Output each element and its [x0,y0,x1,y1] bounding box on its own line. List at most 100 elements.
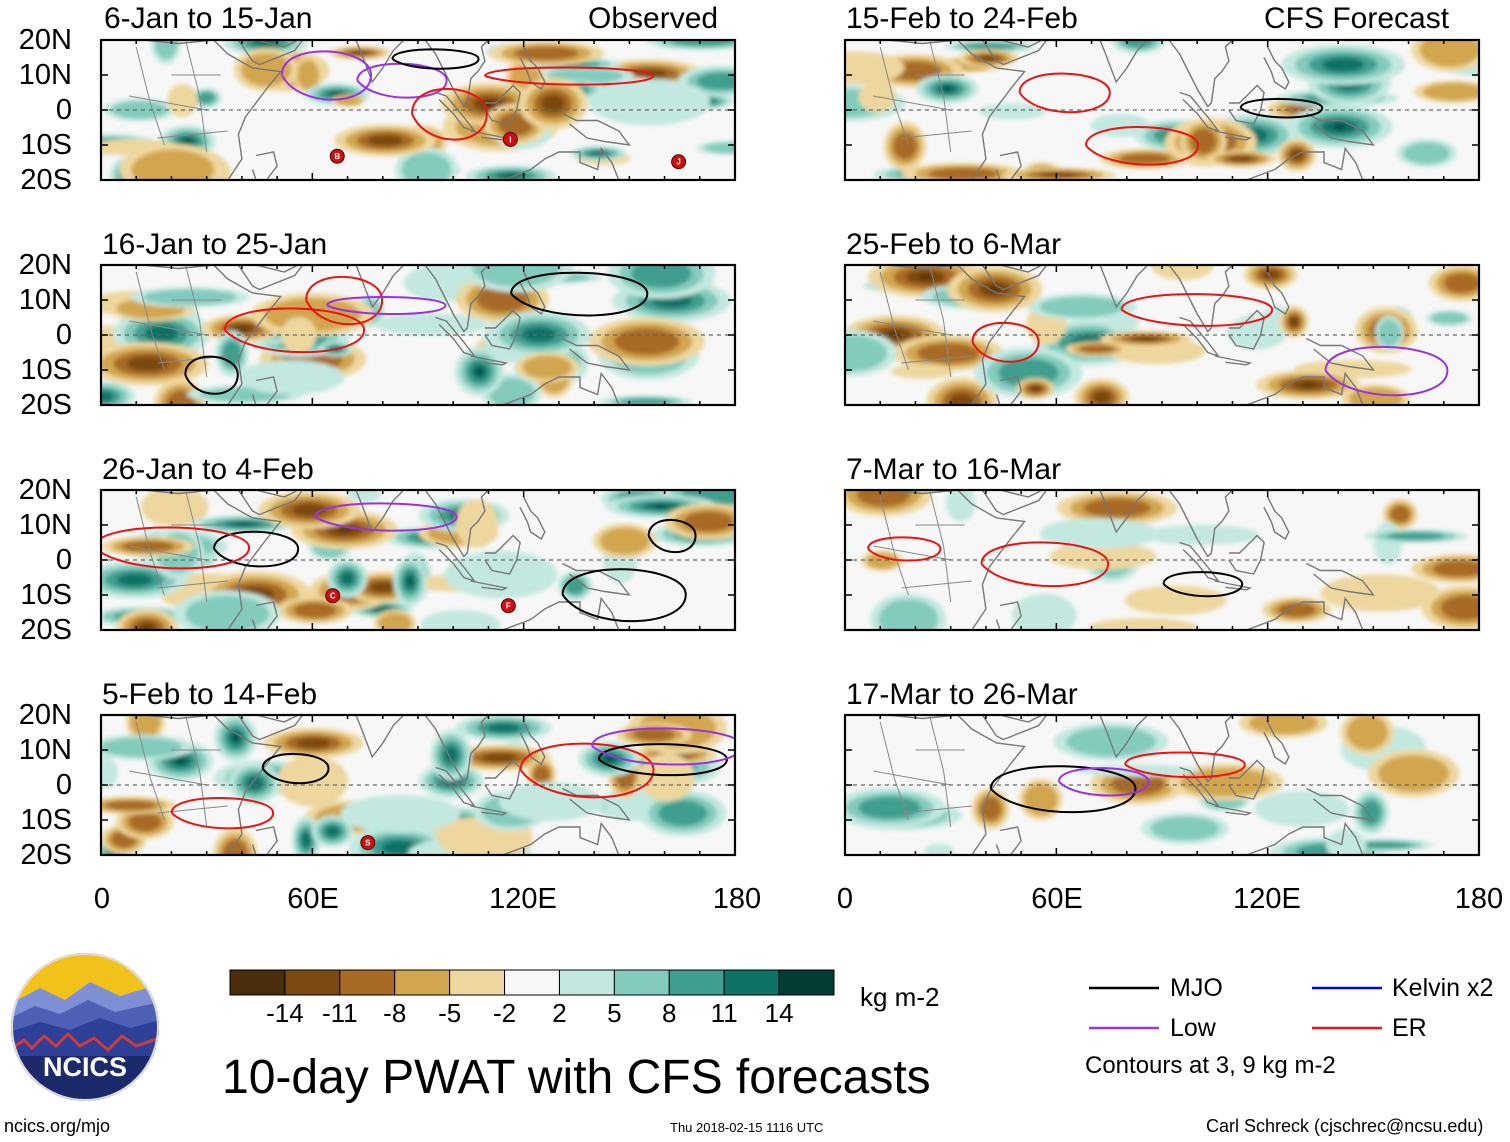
colorbar-label-3: -5 [438,998,462,1028]
lon-label-left-0: 0 [93,883,111,915]
pwat-contour-blob [945,490,976,522]
coastline [519,721,546,766]
coastline [562,787,631,821]
storm-marker: S [360,835,376,851]
storm-marker-label: C [330,592,336,601]
pwat-contour-blob [101,737,183,758]
coastline [333,490,405,534]
pwat-contour-blob [1321,57,1365,72]
pwat-contour-blob [407,578,412,585]
colorbar-label-4: -2 [492,998,517,1028]
coastline [971,265,1048,291]
pwat-anomaly-field [845,265,1479,405]
pwat-contour-blob [356,52,364,54]
pwat-contour-blob [498,782,602,822]
pwat-contour-blob [130,715,161,740]
pwat-contour-blob [856,490,911,507]
pwat-contour-blob [1443,273,1479,294]
coastline [1263,46,1290,91]
map-panel-left-1: B I J [99,38,737,182]
lat-label-row3-4: 20S [20,614,72,646]
coastline [1168,715,1233,783]
lat-label-row2-2: 0 [55,319,72,351]
pwat-contour-blob [301,831,312,848]
coastline [1246,821,1364,855]
lon-label-right-180: 180 [1454,883,1504,915]
er-contour [519,742,655,799]
coastline [101,265,282,405]
colorbar-swatch-10 [778,969,835,996]
coastline [470,355,509,366]
pwat-contour-blob [1403,142,1451,165]
map-panel-left-2 [99,263,737,407]
coastline [227,265,304,291]
axis-ticks [100,39,736,181]
panel-title-left-4: 5-Feb to 14-Feb [102,678,318,711]
lat-label-row1-3: 10S [20,129,72,161]
legend-lines [1089,986,1382,1030]
colorbar-label-2: -8 [383,998,407,1028]
pwat-contour-blob [1253,790,1350,827]
panel-title-left-2: 16-Jan to 25-Jan [102,228,328,261]
pwat-contour-blob [1092,390,1112,404]
coastline [1077,265,1149,309]
source-url: ncics.org/mjo [4,1116,111,1136]
pwat-contour-blob [1124,585,1227,615]
pwat-contour-blob [420,610,501,630]
coastline [995,601,1022,630]
pwat-contour-blob [533,765,550,784]
pwat-contour-blob [1378,319,1401,347]
axis-ticks [100,489,736,631]
country-border [135,46,165,146]
pwat-anomaly-field [845,40,1479,180]
pwat-anomaly-field [101,40,735,180]
pwat-contour-blob [1229,155,1253,162]
country-border [879,496,909,596]
lat-label-row2-3: 10S [20,354,72,386]
coastline [227,40,304,66]
coastline [424,265,489,333]
coastline [484,534,521,575]
er-contour [101,526,251,570]
storm-marker-label: I [509,135,511,144]
pwat-contour-blob [167,83,198,118]
panel-title-right-2: 25-Feb to 6-Mar [846,228,1062,261]
lon-label-left-120e: 120E [489,883,557,915]
pwat-contour-blob [378,612,412,630]
country-border [901,355,972,364]
coastline [251,151,278,180]
land-outlines [845,715,1375,855]
coastline [1179,766,1221,808]
er-contour [971,321,1040,363]
pwat-anomaly-field [845,490,1479,630]
pwat-contour-blob [1151,265,1214,281]
low-contour [1057,767,1150,797]
pwat-contour-blob [978,103,1046,120]
wave-contours [280,48,655,141]
pwat-contour-blob [401,152,452,180]
legend-mjo-label: MJO [1170,974,1223,1002]
pwat-contour-blob [237,326,247,331]
logo-text: NCICS [43,1052,127,1082]
coastline [1077,40,1149,84]
pwat-contour-blob [858,796,922,819]
pwat-contour-blob [521,326,557,343]
contour-note: Contours at 3, 9 kg m-2 [1085,1052,1336,1079]
storm-marker-label: B [334,152,340,161]
pwat-contour-blob [588,78,711,126]
legend-er-label: ER [1392,1014,1427,1042]
pwat-contour-blob [865,552,899,569]
pwat-contour-blob [281,316,317,353]
wave-contours [101,502,697,623]
coastline [333,265,405,309]
coastline [1214,805,1253,816]
pwat-contour-blob [472,265,561,287]
coastline [1306,112,1375,146]
pwat-contour-blob [1089,618,1198,630]
lon-label-right-120e: 120E [1233,883,1301,915]
coastline [971,40,1048,66]
wave-contours [1018,72,1324,166]
wave-contours [184,271,649,395]
pwat-contour-blob [136,621,158,630]
